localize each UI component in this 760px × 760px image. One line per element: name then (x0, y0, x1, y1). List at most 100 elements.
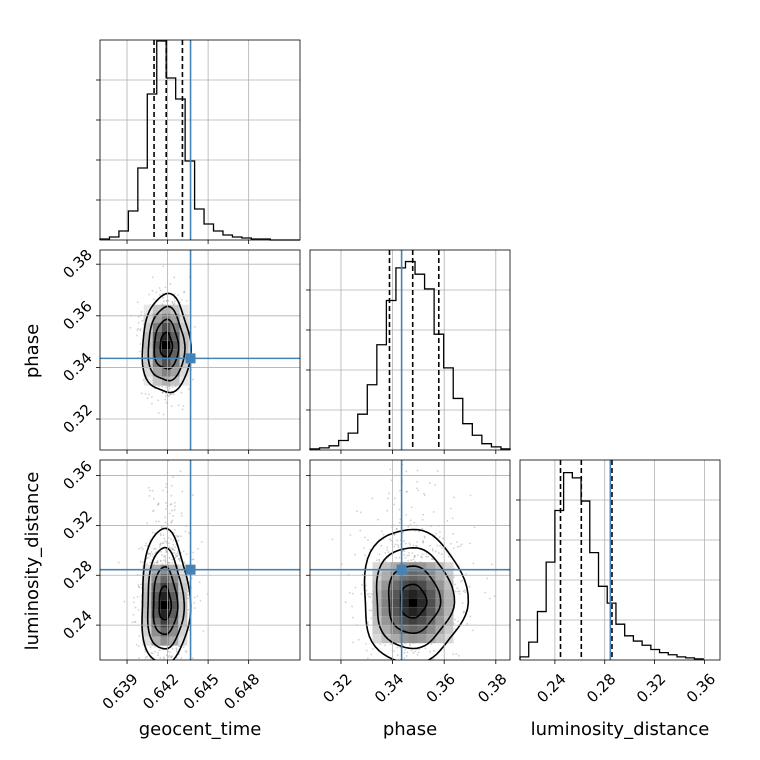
joint-geocent-time-luminosity-distance-density-cell (142, 600, 152, 610)
joint-geocent-time-phase-sample-point (172, 393, 175, 395)
joint-geocent-time-luminosity-distance-sample-point (155, 520, 158, 523)
joint-phase-luminosity-distance-sample-point (484, 591, 487, 594)
joint-geocent-time-phase-density-cell (179, 304, 189, 314)
joint-geocent-time-phase-contour (147, 305, 186, 382)
joint-phase-luminosity-distance-density-cell (381, 562, 391, 572)
joint-geocent-time-luminosity-distance-sample-point (184, 562, 186, 565)
joint-geocent-time-luminosity-distance-sample-point (170, 521, 173, 524)
luminosity-distance-xtick-label: 0.32 (633, 670, 669, 706)
joint-geocent-time-luminosity-distance-sample-point (170, 503, 173, 505)
joint-phase-luminosity-distance-sample-point (375, 559, 378, 562)
joint-phase-luminosity-distance-sample-point (450, 542, 452, 545)
joint-geocent-time-luminosity-distance-density-cell (160, 636, 170, 646)
joint-geocent-time-luminosity-distance-sample-point (175, 552, 178, 555)
joint-phase-luminosity-distance-sample-point (384, 552, 387, 554)
joint-phase-luminosity-distance-sample-point (464, 591, 467, 594)
joint-phase-luminosity-distance-sample-point (438, 536, 441, 538)
luminosity-distance-xtick-label: 0.28 (583, 670, 619, 706)
joint-phase-luminosity-distance-sample-point (413, 555, 416, 557)
joint-phase-luminosity-distance-truth-marker (396, 564, 407, 575)
joint-phase-luminosity-distance-sample-point (413, 521, 416, 524)
joint-geocent-time-phase-sample-point (139, 343, 142, 345)
joint-phase-luminosity-distance-sample-point (457, 590, 459, 593)
joint-phase-luminosity-distance-sample-point (427, 555, 430, 558)
joint-phase-luminosity-distance-sample-point (352, 641, 354, 644)
joint-geocent-time-luminosity-distance-sample-point (164, 521, 167, 524)
joint-phase-luminosity-distance-sample-point (439, 545, 442, 547)
joint-phase-luminosity-distance-sample-point (356, 510, 358, 513)
joint-phase-luminosity-distance-sample-point (472, 629, 474, 632)
joint-geocent-time-luminosity-distance-sample-point (187, 597, 190, 600)
hist-luminosity-distance-frame (519, 459, 721, 661)
joint-geocent-time-phase-sample-point (182, 405, 185, 407)
joint-phase-luminosity-distance-sample-point (395, 557, 397, 559)
joint-phase-luminosity-distance-sample-point (460, 543, 463, 546)
joint-geocent-time-phase-sample-point (148, 293, 151, 296)
joint-phase-luminosity-distance-sample-point (348, 591, 351, 594)
joint-geocent-time-phase-sample-point (158, 293, 161, 296)
joint-geocent-time-luminosity-distance-sample-point (169, 452, 171, 454)
joint-geocent-time-luminosity-distance-density-cell (160, 582, 170, 592)
phase-xtick-label: 0.32 (319, 670, 355, 706)
joint-phase-luminosity-distance-density-cell (381, 580, 391, 590)
joint-geocent-time-phase-sample-point (180, 391, 183, 394)
joint-geocent-time-luminosity-distance-sample-point (159, 532, 162, 535)
joint-geocent-time-phase-sample-point (187, 388, 190, 390)
joint-geocent-time-luminosity-distance-sample-point (171, 509, 173, 512)
joint-geocent-time-luminosity-distance-sample-point (175, 534, 178, 537)
joint-geocent-time-luminosity-distance-sample-point (140, 583, 143, 586)
joint-phase-luminosity-distance-sample-point (368, 595, 370, 598)
joint-geocent-time-luminosity-distance-sample-point (176, 555, 179, 558)
joint-geocent-time-luminosity-distance-sample-point (149, 552, 152, 555)
joint-geocent-time-luminosity-distance-sample-point (173, 551, 176, 554)
joint-phase-luminosity-distance-density-cell (417, 580, 427, 590)
joint-phase-luminosity-distance-contour (387, 565, 442, 635)
joint-phase-luminosity-distance-density-cell (417, 634, 427, 644)
joint-phase-luminosity-distance-density-cell (426, 580, 436, 590)
joint-geocent-time-luminosity-distance-sample-point (164, 561, 167, 564)
joint-phase-luminosity-distance-sample-point (393, 533, 396, 536)
joint-phase-luminosity-distance-sample-point (390, 539, 393, 542)
joint-phase-luminosity-distance-sample-point (417, 651, 420, 654)
joint-phase-luminosity-distance-sample-point (369, 548, 372, 551)
joint-phase-luminosity-distance-sample-point (370, 653, 373, 656)
joint-geocent-time-luminosity-distance-sample-point (180, 535, 182, 538)
joint-phase-luminosity-distance-sample-point (368, 592, 371, 595)
joint-geocent-time-luminosity-distance-sample-point (170, 538, 172, 540)
joint-geocent-time-luminosity-distance-sample-point (158, 649, 161, 652)
joint-geocent-time-luminosity-distance-sample-point (173, 409, 175, 411)
joint-geocent-time-phase-density-cell (170, 313, 180, 323)
joint-phase-luminosity-distance-sample-point (462, 590, 465, 592)
joint-geocent-time-luminosity-distance-sample-point (138, 635, 141, 637)
joint-phase-luminosity-distance-sample-point (418, 669, 420, 671)
joint-geocent-time-luminosity-distance-sample-point (159, 544, 162, 546)
joint-phase-luminosity-distance-sample-point (393, 650, 395, 652)
joint-phase-luminosity-distance-sample-point (464, 572, 467, 575)
xlabel-luminosity-distance: luminosity_distance (531, 719, 710, 740)
joint-geocent-time-phase-density-cell (152, 376, 162, 386)
joint-geocent-time-phase-sample-point (151, 402, 153, 405)
joint-phase-luminosity-distance-sample-point (462, 611, 465, 614)
joint-geocent-time-luminosity-distance-sample-point (182, 646, 185, 649)
joint-geocent-time-luminosity-distance-sample-point (149, 555, 152, 558)
joint-geocent-time-phase-sample-point (140, 392, 143, 395)
joint-geocent-time-luminosity-distance-contour (152, 565, 179, 636)
joint-geocent-time-luminosity-distance-sample-point (140, 546, 143, 549)
joint-geocent-time-luminosity-distance-density-cell (178, 609, 188, 619)
joint-phase-luminosity-distance-sample-point (469, 542, 471, 545)
joint-geocent-time-luminosity-distance-sample-point (151, 453, 153, 455)
joint-geocent-time-luminosity-distance-sample-point (161, 554, 163, 556)
joint-geocent-time-phase-contour (153, 318, 180, 370)
joint-geocent-time-luminosity-distance-sample-point (165, 410, 167, 412)
joint-geocent-time-phase-density-cell (170, 340, 180, 350)
joint-geocent-time-luminosity-distance-density-cell (160, 618, 170, 628)
joint-phase-luminosity-distance-sample-point (424, 647, 427, 650)
joint-phase-luminosity-distance-sample-point (441, 537, 444, 540)
joint-geocent-time-luminosity-distance-sample-point (123, 600, 126, 603)
joint-phase-luminosity-distance-density-cell (444, 589, 454, 599)
joint-phase-luminosity-distance-density-cell (372, 634, 382, 644)
joint-phase-luminosity-distance-sample-point (456, 545, 459, 548)
xlabel-geocent-time: geocent_time (139, 719, 262, 740)
joint-phase-luminosity-distance-sample-point (366, 657, 369, 660)
